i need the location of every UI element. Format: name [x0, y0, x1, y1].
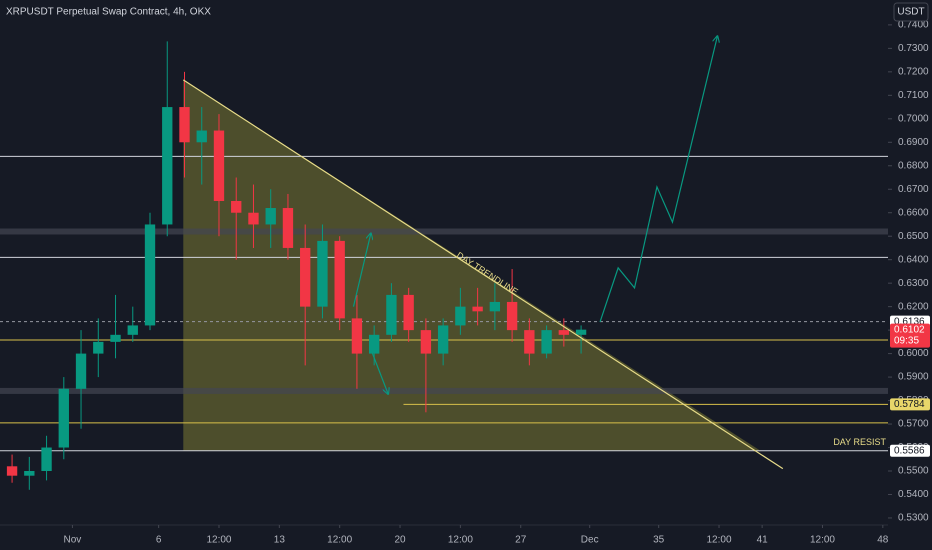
candle-body	[575, 329, 587, 335]
y-tick-label: 0.5400	[898, 489, 929, 500]
y-tick-label: 0.6300	[898, 278, 929, 289]
candle-body	[334, 240, 345, 319]
y-tick-label: 0.7000	[898, 113, 929, 124]
y-tick-label: 0.7100	[898, 90, 929, 101]
candle-body	[472, 306, 483, 312]
x-tick-label: Dec	[581, 535, 599, 546]
candle-body	[75, 353, 87, 389]
candle-body	[524, 330, 535, 354]
candle-body	[6, 466, 18, 476]
candle-body	[489, 301, 501, 312]
candle-body	[455, 306, 466, 326]
candle-body	[179, 107, 190, 143]
currency[interactable]: USDT	[897, 7, 924, 18]
candle-body	[506, 301, 518, 331]
candle-body	[231, 200, 242, 213]
y-tick-label: 0.6900	[898, 137, 929, 148]
y-tick-label: 0.7400	[898, 20, 929, 31]
candle-body	[403, 294, 414, 331]
x-tick-label: 12:00	[206, 535, 231, 546]
candle-body	[162, 107, 173, 225]
candle-body	[265, 208, 276, 225]
candle-body	[558, 330, 570, 335]
y-tick-label: 0.6400	[898, 254, 929, 265]
projection-path	[599, 37, 717, 323]
x-tick-label: 12:00	[448, 535, 473, 546]
candle-body	[282, 208, 294, 248]
price-label-box	[890, 398, 930, 411]
candle-body	[300, 247, 311, 307]
y-tick-label: 0.5500	[898, 466, 929, 477]
trendline	[182, 79, 784, 470]
countdown: 09:35	[894, 335, 919, 346]
price-axis	[888, 0, 932, 550]
candle-body	[386, 294, 397, 335]
arrow	[352, 234, 370, 307]
y-tick-label: 0.6800	[898, 160, 929, 171]
candle-body	[196, 130, 207, 143]
x-tick-label: 12:00	[327, 535, 352, 546]
x-tick-label: 12:00	[707, 535, 732, 546]
candle-body	[248, 212, 259, 225]
y-tick-label: 0.7200	[898, 66, 929, 77]
triangle-zone	[183, 79, 761, 451]
candle-body	[24, 470, 35, 476]
currency-box[interactable]	[893, 2, 929, 22]
price-label-box	[890, 323, 930, 348]
x-tick-label: 13	[274, 535, 286, 546]
candle-body	[110, 334, 121, 342]
level-band	[0, 228, 888, 235]
x-tick-label: 12:00	[810, 535, 835, 546]
candle-body	[317, 240, 328, 307]
price-label: 0.5586	[894, 445, 925, 456]
candle-body	[437, 325, 449, 354]
arrow	[370, 348, 388, 394]
candle-body	[127, 325, 138, 335]
price-label: 0.6102	[894, 324, 925, 335]
x-tick-label: Nov	[64, 535, 82, 546]
price-label: 0.6136	[894, 316, 925, 327]
x-tick-label: 48	[877, 535, 889, 546]
candle-body	[541, 330, 552, 354]
candle-body	[41, 447, 52, 471]
y-tick-label: 0.5900	[898, 372, 929, 383]
y-tick-label: 0.6500	[898, 231, 929, 242]
x-tick-label: 20	[394, 535, 406, 546]
y-tick-label: 0.5700	[898, 419, 929, 430]
chart-title: XRPUSDT Perpetual Swap Contract, 4h, OKX	[6, 7, 211, 18]
level-band	[0, 387, 888, 394]
y-tick-label: 0.6000	[898, 348, 929, 359]
candle-body	[420, 330, 432, 354]
y-tick-label: 0.6200	[898, 301, 929, 312]
price-label-box	[890, 444, 930, 457]
candle-body	[93, 341, 104, 354]
candle-body	[368, 334, 380, 354]
resist-label: DAY RESIST	[833, 437, 886, 447]
candle-body	[144, 224, 156, 326]
y-tick-label: 0.6700	[898, 184, 929, 195]
y-tick-label: 0.6600	[898, 207, 929, 218]
x-tick-label: 35	[653, 535, 665, 546]
x-tick-label: 41	[757, 535, 769, 546]
candle-body	[58, 388, 69, 448]
y-tick-label: 0.5300	[898, 513, 929, 524]
x-tick-label: 6	[156, 535, 162, 546]
price-label: 0.5784	[894, 399, 925, 410]
candle-body	[351, 318, 363, 354]
candle-body	[213, 130, 225, 201]
x-tick-label: 27	[515, 535, 527, 546]
y-tick-label: 0.7300	[898, 43, 929, 54]
